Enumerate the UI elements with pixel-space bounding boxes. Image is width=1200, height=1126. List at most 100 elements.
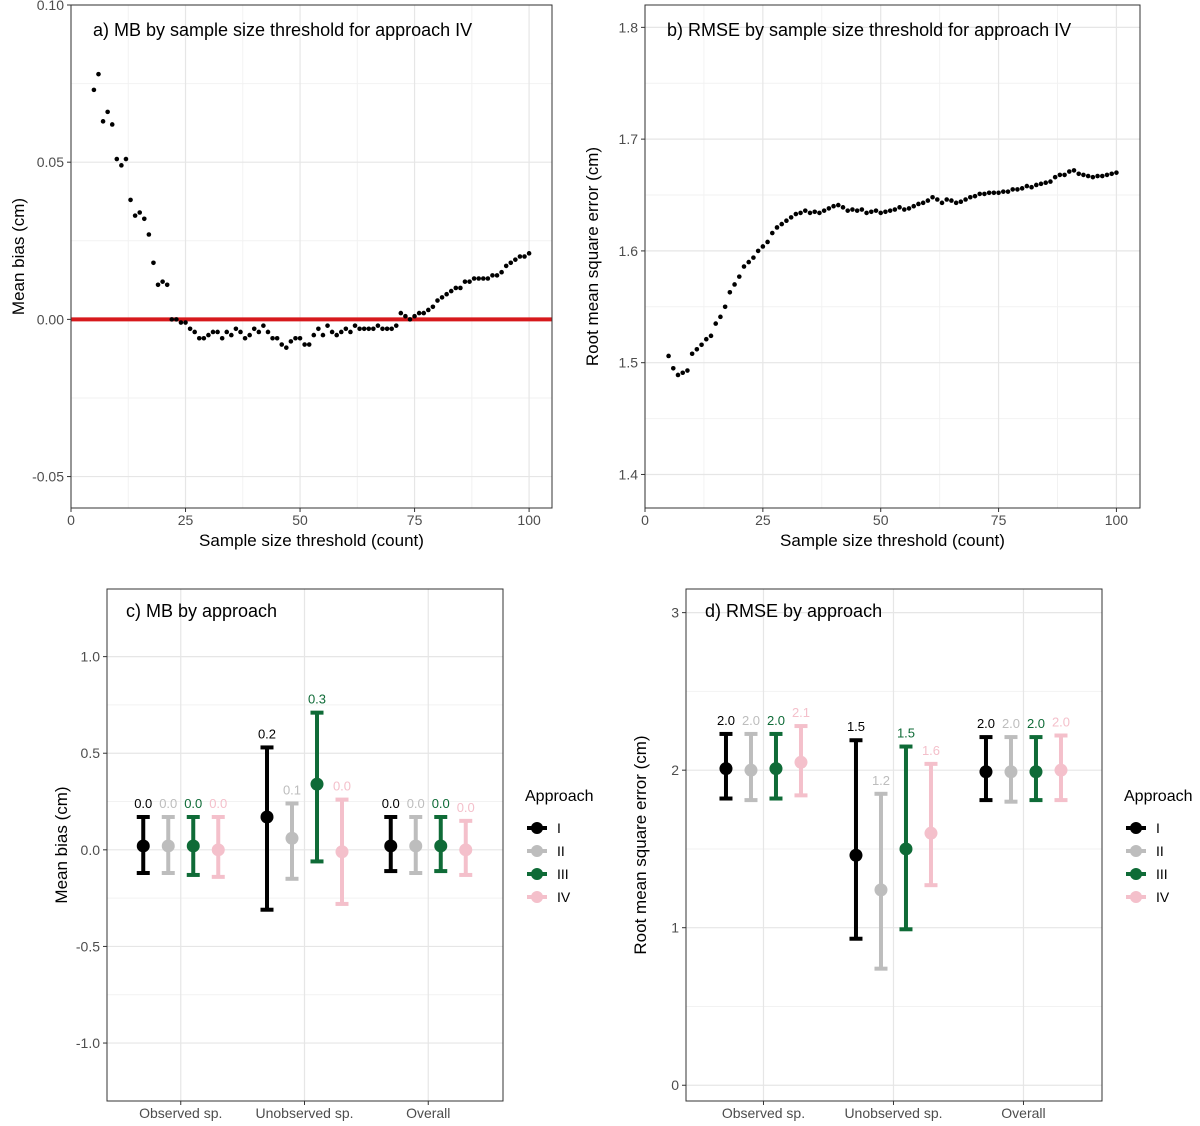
y-tick-label: 1.5 <box>619 355 639 371</box>
data-point <box>769 230 775 236</box>
data-point <box>325 323 330 328</box>
data-point <box>503 263 509 269</box>
data-point <box>100 119 106 124</box>
data-point <box>371 326 376 332</box>
mean-point <box>161 839 175 853</box>
data-point <box>967 194 973 200</box>
mean-point <box>186 839 200 853</box>
data-point <box>746 259 752 265</box>
data-point <box>1015 187 1020 192</box>
data-point <box>105 109 110 115</box>
data-label: 2.1 <box>792 705 810 720</box>
data-point <box>293 335 298 341</box>
panel-d: 0 1 2 3 Observed sp. Unobserved sp. Overall 2.0… <box>631 588 1193 1121</box>
data-point <box>1066 169 1072 174</box>
data-point <box>229 332 234 338</box>
data-point <box>901 207 907 212</box>
mean-point <box>1029 765 1043 779</box>
data-label: 2.0 <box>717 713 735 728</box>
data-label: 0.2 <box>258 726 276 741</box>
data-point <box>1076 171 1082 177</box>
x-tick-label: 100 <box>1105 512 1129 528</box>
data-point <box>458 285 463 291</box>
data-point <box>297 335 303 341</box>
data-point <box>812 209 818 215</box>
data-point <box>270 335 275 341</box>
y-tick-label: 1.0 <box>81 649 101 665</box>
legend-label: III <box>557 866 569 882</box>
data-point <box>201 335 207 341</box>
data-label: 1.2 <box>872 773 890 788</box>
data-point <box>887 208 893 213</box>
legend-key-point <box>531 868 543 880</box>
data-point <box>774 225 780 230</box>
legend-label: III <box>1156 866 1168 882</box>
data-point <box>831 203 836 209</box>
data-point <box>916 201 921 207</box>
data-point <box>944 197 950 202</box>
x-tick-label: 50 <box>292 512 308 528</box>
panel-border <box>685 588 1103 1102</box>
legend-title: Approach <box>1124 788 1193 805</box>
panel-a: 0 25 50 75 100 -0.05 0.00 0.05 0.10 a) MB by samp… <box>9 0 553 550</box>
data-point <box>826 206 832 211</box>
y-tick-label: 0.0 <box>81 842 101 858</box>
data-label: 2.0 <box>742 713 760 728</box>
data-point <box>1109 171 1115 177</box>
data-point <box>407 317 413 322</box>
data-point <box>741 264 747 269</box>
mean-point <box>409 839 423 853</box>
y-axis-title: Mean bias (cm) <box>52 786 71 903</box>
data-label: 0.0 <box>457 800 475 815</box>
data-point <box>1114 170 1119 175</box>
data-point <box>183 320 188 325</box>
y-tick-label: 0.10 <box>37 0 64 13</box>
data-point <box>920 200 926 206</box>
data-point <box>155 282 161 288</box>
data-label: 2.0 <box>1002 716 1020 731</box>
x-tick-label: 0 <box>67 512 75 528</box>
y-axis-title: Mean bias (cm) <box>9 198 28 315</box>
data-point <box>137 210 143 215</box>
y-tick-label: 1 <box>671 920 679 936</box>
data-point <box>480 276 486 281</box>
data-point <box>878 210 884 216</box>
data-point <box>864 210 869 216</box>
data-point <box>689 351 695 357</box>
data-point <box>384 326 390 332</box>
data-point <box>361 326 367 332</box>
data-point <box>1000 189 1006 194</box>
data-label: 0.0 <box>432 796 450 811</box>
data-point <box>1038 181 1044 187</box>
data-point <box>713 321 719 326</box>
data-label: 0.0 <box>407 796 425 811</box>
data-point <box>435 298 440 303</box>
data-point <box>892 207 898 212</box>
data-point <box>802 208 808 213</box>
mean-point <box>1054 763 1068 777</box>
data-point <box>251 326 257 332</box>
data-point <box>343 326 349 332</box>
data-point <box>196 335 202 341</box>
mean-point <box>719 762 733 776</box>
data-point <box>1029 184 1034 190</box>
data-label: 0.0 <box>134 796 152 811</box>
data-point <box>779 221 785 227</box>
data-label: 0.3 <box>308 692 326 707</box>
panel-border <box>644 4 1141 509</box>
data-point <box>338 329 344 335</box>
data-point <box>906 206 912 211</box>
data-point <box>821 208 827 213</box>
y-axis-title: Root mean square error (cm) <box>583 147 602 366</box>
data-point <box>703 336 709 342</box>
data-point <box>718 314 723 320</box>
category-label: Overall <box>1001 1105 1045 1121</box>
data-point <box>873 208 879 213</box>
data-point <box>141 216 147 222</box>
data-point <box>453 285 459 291</box>
data-point <box>708 333 714 339</box>
data-point <box>1019 186 1025 191</box>
data-point <box>685 368 690 373</box>
